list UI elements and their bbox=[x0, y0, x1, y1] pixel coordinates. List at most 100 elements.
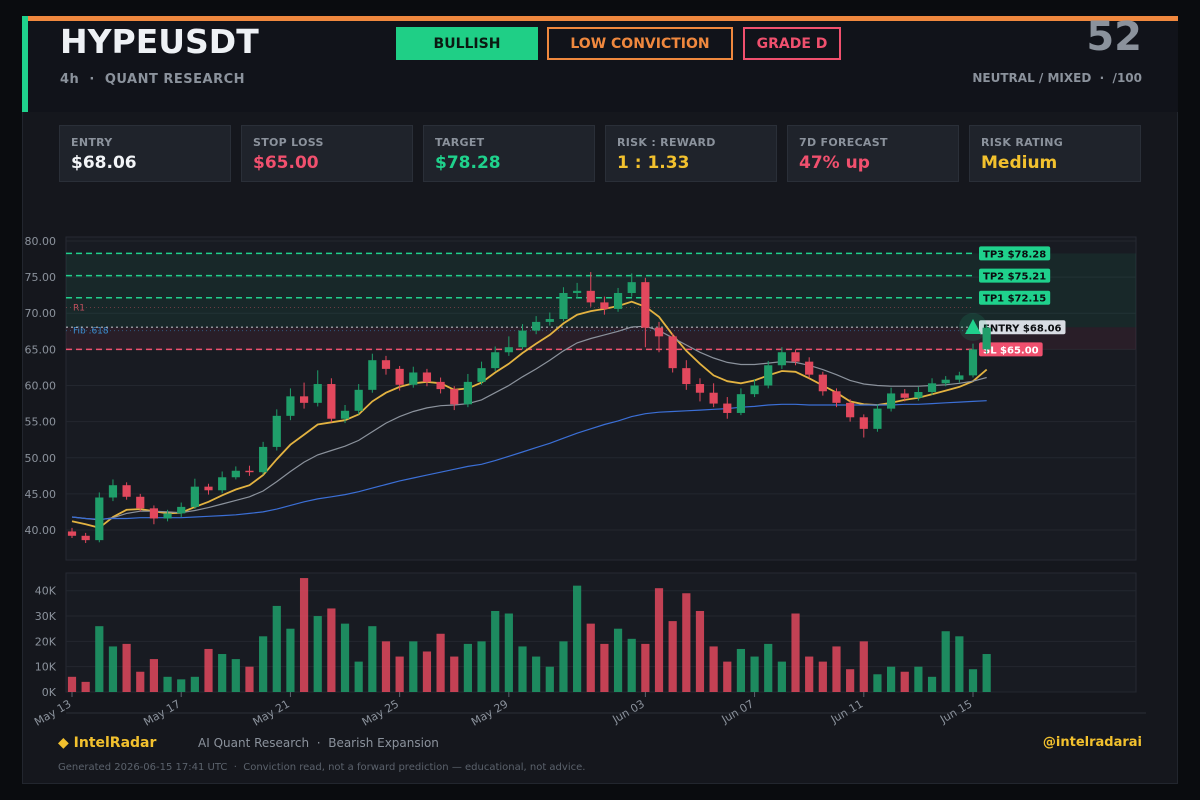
volume-bar bbox=[272, 605, 281, 692]
volume-bar bbox=[504, 613, 513, 692]
card-value: $65.00 bbox=[253, 153, 319, 173]
candle-body bbox=[204, 486, 213, 491]
candle-body bbox=[272, 415, 281, 447]
level-label: TP2 $75.21 bbox=[983, 272, 1046, 283]
volume-bar bbox=[573, 585, 582, 692]
volume-bar bbox=[218, 654, 227, 692]
y-tick-label: 65.00 bbox=[25, 343, 57, 356]
candle-body bbox=[136, 496, 145, 509]
x-tick-label: Jun 07 bbox=[719, 697, 756, 726]
volume-bar bbox=[518, 646, 527, 692]
volume-bar bbox=[204, 648, 213, 692]
volume-bar bbox=[108, 646, 118, 692]
stat-card: TARGET $78.28 bbox=[423, 125, 595, 182]
candle-body bbox=[231, 470, 240, 478]
annotation-label: Fib .618 bbox=[73, 327, 109, 337]
card-label: 7D FORECAST bbox=[799, 136, 888, 149]
candle-body bbox=[695, 384, 705, 393]
candle-body bbox=[368, 360, 377, 390]
candle-body bbox=[381, 360, 391, 369]
candle-body bbox=[149, 508, 159, 519]
volume-bar bbox=[463, 643, 472, 692]
volume-bar bbox=[750, 656, 759, 692]
y-tick-label: 75.00 bbox=[25, 271, 57, 284]
candle-body bbox=[190, 486, 199, 507]
y-tick-label: 10K bbox=[35, 661, 57, 674]
candle-body bbox=[682, 368, 691, 385]
volume-bar bbox=[886, 666, 896, 692]
header bbox=[22, 21, 1178, 112]
volume-bar bbox=[627, 638, 636, 692]
volume-bar bbox=[67, 676, 77, 692]
level-label: TP3 $78.28 bbox=[983, 249, 1046, 260]
candle-body bbox=[859, 417, 868, 429]
volume-bar bbox=[682, 593, 691, 692]
stat-card: RISK : REWARD 1 : 1.33 bbox=[605, 125, 777, 182]
volume-bar bbox=[600, 643, 609, 692]
stat-card: STOP LOSS $65.00 bbox=[241, 125, 413, 182]
y-tick-label: 20K bbox=[35, 635, 57, 648]
volume-bar bbox=[695, 610, 705, 692]
y-tick-label: 70.00 bbox=[25, 307, 57, 320]
card-label: TARGET bbox=[435, 136, 485, 149]
volume-bar bbox=[532, 656, 541, 692]
stat-card: 7D FORECAST 47% up bbox=[787, 125, 959, 182]
entry-marker bbox=[965, 319, 981, 334]
volume-bar bbox=[641, 643, 650, 692]
candle-body bbox=[327, 384, 336, 419]
volume-bar bbox=[613, 628, 623, 692]
volume-bar bbox=[368, 626, 377, 692]
stat-card: ENTRY $68.06 bbox=[59, 125, 231, 182]
candle-body bbox=[914, 391, 923, 398]
brand: ◆ IntelRadar bbox=[58, 735, 157, 751]
candle-body bbox=[218, 477, 227, 491]
volume-bar bbox=[409, 641, 418, 692]
x-tick-label: Jun 15 bbox=[937, 697, 974, 726]
y-tick-label: 0K bbox=[42, 686, 57, 699]
candle-body bbox=[600, 302, 609, 309]
volume-bar bbox=[955, 636, 964, 692]
card-value: Medium bbox=[981, 153, 1058, 173]
badge: LOW CONVICTION bbox=[547, 27, 733, 60]
volume-bar bbox=[900, 671, 909, 692]
volume-bar bbox=[927, 676, 937, 692]
badge: BULLISH bbox=[396, 27, 538, 60]
volume-bar bbox=[491, 610, 500, 692]
handle: @intelradarai bbox=[1042, 735, 1142, 750]
volume-bar bbox=[286, 628, 295, 692]
candle-body bbox=[668, 336, 677, 369]
candle-body bbox=[586, 290, 595, 303]
y-tick-label: 80.00 bbox=[25, 235, 57, 248]
candle-body bbox=[436, 381, 445, 390]
volume-bar bbox=[477, 641, 486, 692]
candle-body bbox=[846, 402, 855, 418]
volume-bar bbox=[450, 656, 459, 692]
tagline: AI Quant Research · Bearish Expansion bbox=[198, 736, 439, 750]
candle-body bbox=[491, 352, 500, 369]
badge: GRADE D bbox=[743, 27, 841, 60]
volume-bar bbox=[859, 641, 868, 692]
level-label: ENTRY $68.06 bbox=[983, 323, 1062, 334]
candle-body bbox=[627, 282, 636, 294]
candle-body bbox=[982, 327, 991, 350]
volume-bar bbox=[736, 648, 746, 692]
volume-bar bbox=[422, 651, 432, 692]
candle-body bbox=[299, 396, 309, 403]
candle-body bbox=[750, 385, 759, 395]
candle-body bbox=[340, 410, 350, 419]
volume-bar bbox=[327, 608, 336, 692]
candle-body bbox=[177, 506, 186, 514]
candle-body bbox=[927, 383, 937, 392]
candle-body bbox=[67, 531, 77, 536]
level-badge bbox=[979, 246, 1051, 261]
volume-bar bbox=[299, 578, 309, 692]
volume-bar bbox=[436, 633, 445, 692]
candle-body bbox=[245, 470, 254, 473]
volume-bar bbox=[914, 666, 923, 692]
card-label: STOP LOSS bbox=[253, 136, 324, 149]
moving-average bbox=[71, 325, 987, 521]
card-value: $78.28 bbox=[435, 153, 501, 173]
volume-bar bbox=[941, 631, 950, 692]
